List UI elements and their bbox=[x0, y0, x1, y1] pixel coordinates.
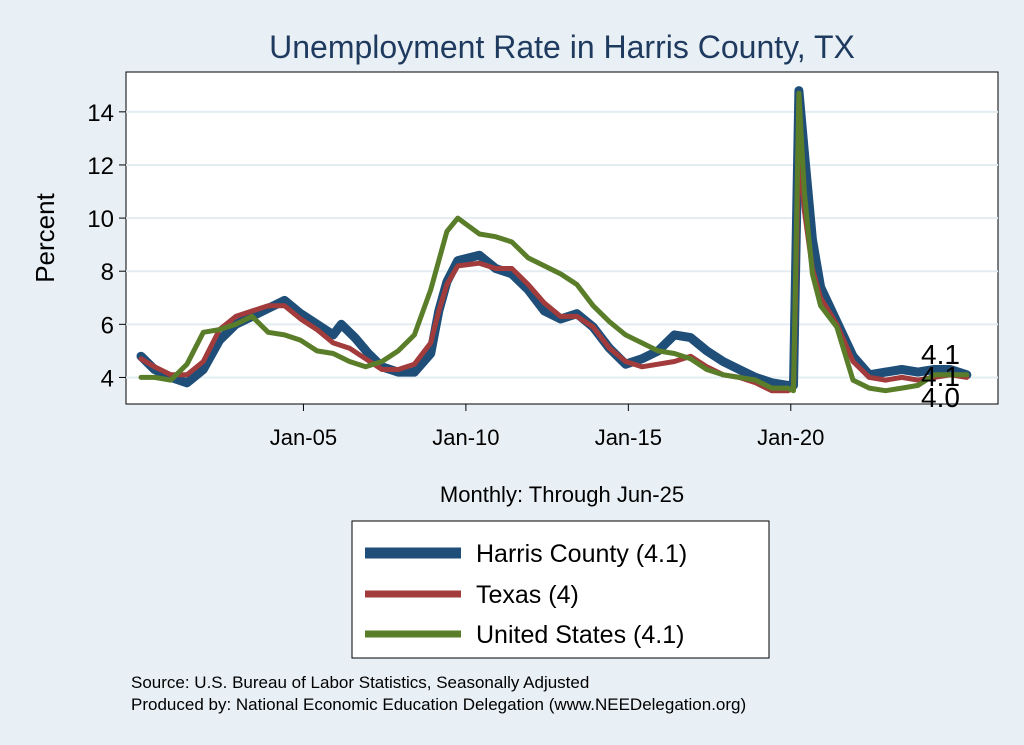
y-tick-label: 4 bbox=[101, 365, 114, 392]
x-tick-label: Jan-05 bbox=[270, 425, 337, 450]
producer-note: Produced by: National Economic Education… bbox=[131, 695, 746, 714]
y-tick-label: 10 bbox=[87, 206, 114, 233]
x-tick-label: Jan-20 bbox=[757, 425, 824, 450]
series-lines bbox=[136, 86, 972, 394]
y-tick-label: 8 bbox=[101, 259, 114, 286]
end-value-label: 4.1 bbox=[921, 339, 960, 370]
legend: Harris County (4.1) Texas (4) United State… bbox=[351, 520, 770, 659]
end-value-label: 4.1 bbox=[921, 361, 960, 392]
y-tick-label: 14 bbox=[87, 100, 114, 127]
y-tick-label: 6 bbox=[101, 312, 114, 339]
plot-area bbox=[125, 71, 999, 405]
end-value-label: 4.0 bbox=[921, 382, 960, 413]
end-labels: 4.14.14.0 bbox=[921, 339, 960, 413]
legend-label: United States (4.1) bbox=[476, 621, 684, 649]
axes: 4 6 8 10 12 14 Jan-05 Jan-10 Jan-15 Jan-20 bbox=[87, 100, 824, 450]
y-axis-label: Percent bbox=[30, 192, 60, 282]
series-line-1 bbox=[136, 86, 972, 390]
legend-label: Harris County (4.1) bbox=[476, 540, 687, 568]
chart-title: Unemployment Rate in Harris County, TX bbox=[269, 29, 855, 65]
source-note: Source: U.S. Bureau of Labor Statistics,… bbox=[131, 673, 589, 692]
x-axis-label: Monthly: Through Jun-25 bbox=[440, 482, 684, 507]
x-tick-label: Jan-15 bbox=[595, 425, 662, 450]
series-line-3 bbox=[138, 90, 970, 394]
grid-lines bbox=[126, 110, 998, 379]
y-tick-label: 12 bbox=[87, 153, 114, 180]
legend-label: Texas (4) bbox=[476, 581, 579, 609]
x-tick-label: Jan-10 bbox=[432, 425, 499, 450]
